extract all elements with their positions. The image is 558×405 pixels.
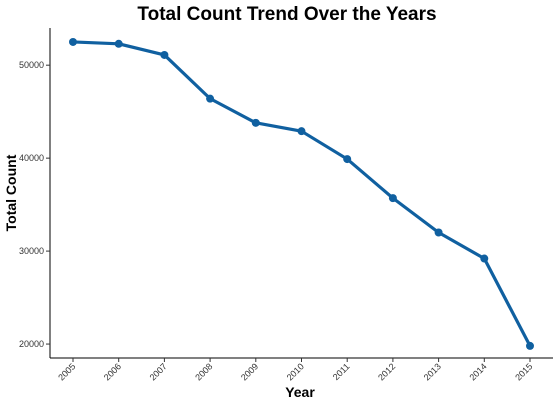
data-point: [434, 228, 443, 237]
x-tick-label: 2014: [467, 361, 488, 382]
data-point: [526, 341, 534, 350]
x-tick-label: 2013: [422, 361, 443, 382]
data-point: [69, 37, 77, 46]
data-point: [297, 127, 306, 136]
data-point: [480, 254, 489, 263]
x-tick-label: 2012: [376, 361, 397, 382]
x-tick-label: 2010: [285, 361, 306, 382]
series-layer: [69, 37, 534, 350]
x-axis-title: Year: [285, 384, 315, 400]
data-point: [251, 118, 260, 127]
chart-title: Total Count Trend Over the Years: [137, 4, 436, 25]
y-tick-label: 30000: [19, 246, 44, 256]
y-tick-label: 40000: [19, 153, 44, 163]
y-tick-label: 20000: [19, 339, 44, 349]
data-point: [160, 50, 169, 59]
y-axis-title: Total Count: [3, 154, 19, 231]
x-tick-label: 2005: [56, 361, 77, 382]
x-tick-label: 2006: [102, 361, 123, 382]
data-point: [343, 155, 352, 164]
x-axis-ticks: 2005 2006 2007 2008 2009 2010 2011 2012 2013 2014…: [56, 358, 534, 383]
x-tick-label: 2008: [193, 361, 214, 382]
x-tick-label: 2009: [239, 361, 260, 382]
series-line: [71, 40, 532, 348]
x-tick-label: 2015: [513, 361, 534, 382]
data-point: [114, 39, 123, 48]
y-axis-ticks: 20000 30000 40000 50000: [19, 60, 50, 349]
y-tick-label: 50000: [19, 60, 44, 70]
x-tick-label: 2011: [331, 361, 352, 382]
x-tick-label: 2007: [148, 361, 169, 382]
data-point: [206, 94, 215, 103]
data-point: [388, 194, 397, 203]
